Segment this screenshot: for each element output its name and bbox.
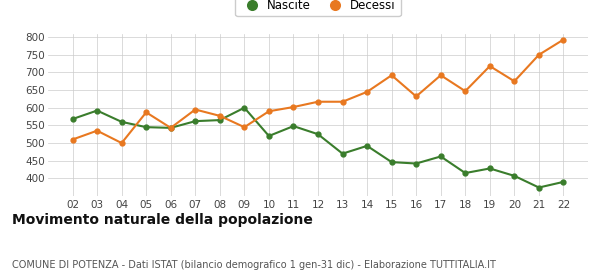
Decessi [437, 74, 445, 77]
Decessi [290, 105, 297, 109]
Nascite [511, 174, 518, 178]
Nascite [167, 126, 175, 130]
Nascite [364, 144, 371, 148]
Nascite [241, 106, 248, 109]
Legend: Nascite, Decessi: Nascite, Decessi [235, 0, 401, 17]
Decessi [216, 114, 223, 118]
Decessi [388, 74, 395, 77]
Decessi [511, 80, 518, 83]
Decessi [560, 38, 567, 41]
Nascite [69, 117, 76, 121]
Decessi [461, 90, 469, 93]
Decessi [191, 108, 199, 111]
Decessi [118, 141, 125, 145]
Decessi [143, 111, 150, 114]
Nascite [314, 132, 322, 136]
Nascite [461, 171, 469, 175]
Decessi [413, 95, 420, 98]
Nascite [290, 124, 297, 128]
Line: Decessi: Decessi [70, 37, 566, 146]
Decessi [167, 126, 175, 130]
Line: Nascite: Nascite [70, 105, 566, 190]
Decessi [241, 125, 248, 129]
Nascite [191, 120, 199, 123]
Nascite [118, 120, 125, 123]
Nascite [560, 180, 567, 184]
Decessi [535, 53, 542, 57]
Decessi [339, 100, 346, 103]
Nascite [94, 109, 101, 112]
Nascite [143, 125, 150, 129]
Decessi [94, 129, 101, 132]
Nascite [413, 162, 420, 165]
Nascite [216, 118, 223, 122]
Nascite [535, 186, 542, 189]
Text: Movimento naturale della popolazione: Movimento naturale della popolazione [12, 213, 313, 227]
Decessi [69, 138, 76, 141]
Nascite [339, 152, 346, 155]
Decessi [265, 109, 272, 113]
Text: COMUNE DI POTENZA - Dati ISTAT (bilancio demografico 1 gen-31 dic) - Elaborazion: COMUNE DI POTENZA - Dati ISTAT (bilancio… [12, 260, 496, 270]
Nascite [265, 134, 272, 138]
Nascite [486, 167, 493, 170]
Decessi [314, 100, 322, 103]
Nascite [388, 160, 395, 164]
Nascite [437, 155, 445, 158]
Decessi [486, 64, 493, 68]
Decessi [364, 90, 371, 94]
